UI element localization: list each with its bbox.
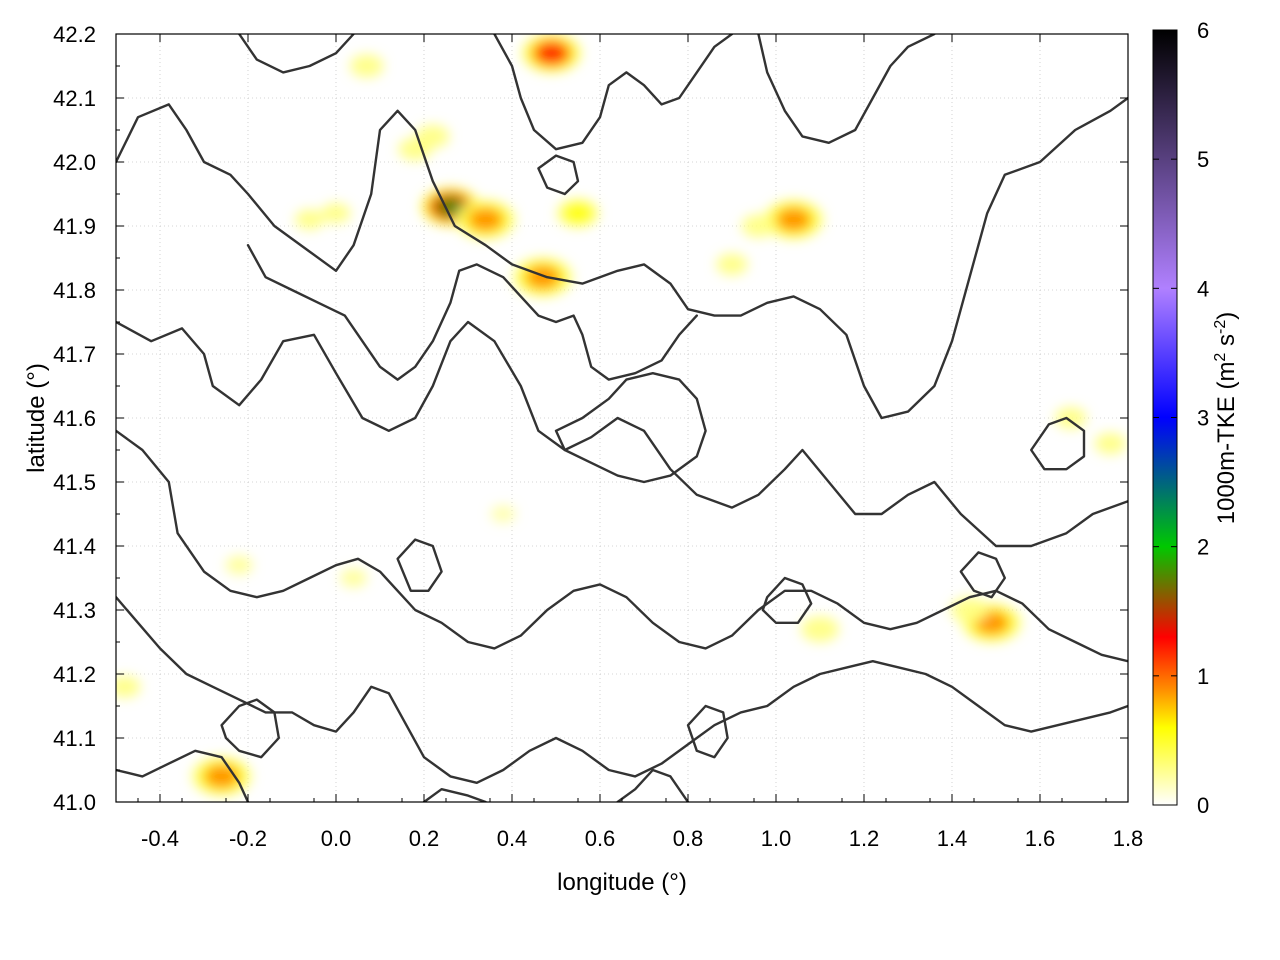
y-tick-label: 42.1 (53, 86, 96, 111)
colorbar-label: 1000m-TKE (m2 s-2) (1212, 312, 1240, 525)
contour-line (616, 768, 690, 802)
colorbar-label-prefix: 1000m-TKE (m (1213, 362, 1240, 525)
x-tick-label: 1.6 (1025, 826, 1056, 851)
y-tick-label: 41.4 (53, 534, 96, 559)
x-axis-ticks: -0.4 -0.2 0.0 0.2 0.4 0.6 0.8 1.0 1.2 1.4 1.6 1.8 (137, 34, 1144, 851)
colorbar-label-suffix: ) (1213, 312, 1240, 320)
contour-line (422, 788, 487, 802)
contour-line (757, 34, 936, 144)
y-tick-label: 41.2 (53, 662, 96, 687)
contour-loop (537, 154, 580, 196)
tke-blob (525, 265, 561, 290)
y-tick-label: 41.8 (53, 278, 96, 303)
colorbar-tick-label: 2 (1197, 535, 1209, 560)
x-tick-label: 0.4 (497, 826, 528, 851)
tke-blob (490, 505, 516, 523)
contour-line (116, 429, 1128, 663)
x-axis-label: longitude (°) (557, 869, 687, 896)
tke-blob (340, 568, 368, 588)
contour-line (116, 596, 1128, 784)
x-tick-label: -0.2 (229, 826, 267, 851)
x-tick-label: 1.8 (1113, 826, 1144, 851)
contour-line (238, 34, 355, 74)
tke-blob (1094, 432, 1127, 455)
grid-lines (116, 33, 1129, 803)
tke-blob (536, 42, 567, 64)
y-tick-label: 41.6 (53, 406, 96, 431)
y-tick-label: 42.0 (53, 150, 96, 175)
contour-line (116, 96, 1128, 420)
x-tick-label: 0.6 (585, 826, 616, 851)
colorbar-tick-label: 6 (1197, 18, 1209, 43)
tke-blob (741, 214, 776, 238)
tke-blob (562, 202, 594, 225)
x-tick-label: 0.8 (673, 826, 704, 851)
y-tick-label: 41.1 (53, 726, 96, 751)
contour-line (246, 244, 698, 381)
tke-blob (225, 555, 253, 575)
colorbar-tick-label: 5 (1197, 147, 1209, 172)
terrain-contours (116, 34, 1128, 802)
colorbar-tick-label: 3 (1197, 406, 1209, 431)
colorbar-tick-label: 4 (1197, 276, 1209, 301)
tke-blob (1055, 407, 1087, 429)
y-axis-label: latitude (°) (23, 363, 50, 473)
colorbar-tick-label: 1 (1197, 664, 1209, 689)
y-tick-label: 41.9 (53, 214, 96, 239)
colorbar-label-sup2: -2 (1212, 320, 1229, 334)
tke-blob (398, 137, 433, 161)
y-tick-label: 41.0 (53, 790, 96, 815)
tke-blob (468, 207, 504, 232)
x-tick-label: 0.0 (321, 826, 352, 851)
tke-blob (950, 597, 989, 623)
tke-blob (776, 207, 812, 232)
tke-field (116, 34, 1127, 797)
tke-blob (801, 616, 839, 643)
tke-blob (116, 675, 141, 698)
x-tick-label: -0.4 (141, 826, 179, 851)
y-tick-label: 41.3 (53, 598, 96, 623)
colorbar-tick-label: 0 (1197, 793, 1209, 818)
tke-blobs (116, 34, 1127, 797)
contour-loop (220, 698, 280, 759)
contour-loop (1030, 416, 1086, 471)
tke-blob (295, 209, 325, 230)
tke-blob (350, 54, 384, 78)
colorbar-label-mid: s (1213, 334, 1240, 353)
tke-blob (716, 253, 748, 276)
y-axis-ticks: 41.0 41.1 41.2 41.3 41.4 41.5 41.6 41.7 41.8 41.9… (53, 22, 1128, 815)
y-tick-label: 42.2 (53, 22, 96, 47)
tke-blob (321, 203, 351, 224)
y-tick-label: 41.5 (53, 470, 96, 495)
x-tick-label: 1.0 (761, 826, 792, 851)
x-tick-label: 0.2 (409, 826, 440, 851)
contour-loop (554, 372, 707, 484)
contour-loop (686, 704, 729, 759)
x-tick-label: 1.2 (849, 826, 880, 851)
contour-line (493, 34, 734, 151)
contour-loop (396, 538, 443, 592)
colorbar-ticks: 0 1 2 3 4 5 6 (1153, 18, 1209, 818)
contour-line (116, 749, 250, 802)
colorbar-label-sup1: 2 (1212, 353, 1229, 362)
contour-loop (959, 551, 1006, 599)
y-tick-label: 41.7 (53, 342, 96, 367)
x-tick-label: 1.4 (937, 826, 968, 851)
contour-line (116, 320, 1128, 548)
contour-loop (761, 576, 813, 624)
